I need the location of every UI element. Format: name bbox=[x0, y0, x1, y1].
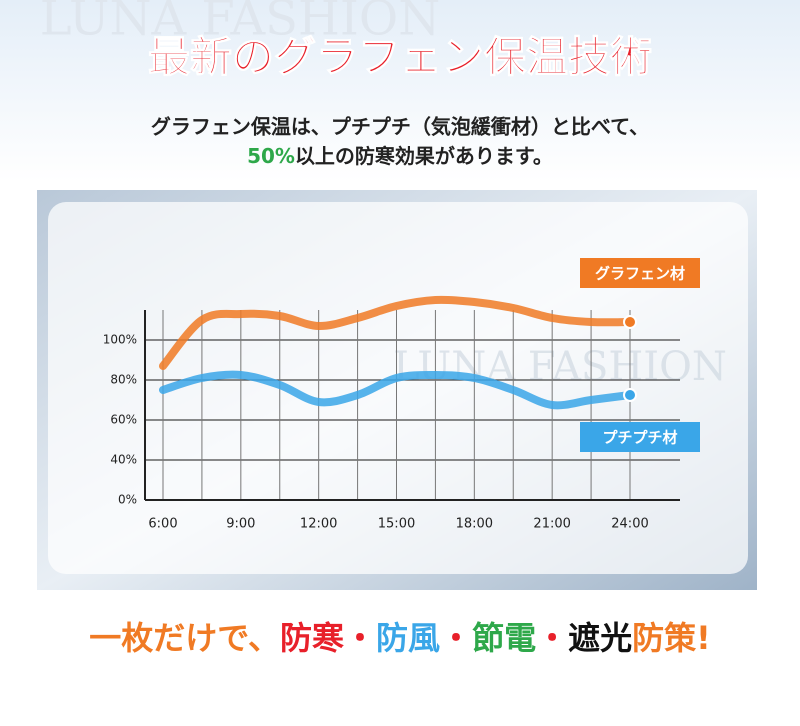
series-line bbox=[159, 295, 634, 370]
tagline-part: 防寒 bbox=[280, 619, 344, 657]
title: 最新のグラフェン保温技術 bbox=[148, 33, 652, 82]
legend-box bbox=[580, 422, 700, 452]
x-tick-label: 6:00 bbox=[148, 517, 177, 532]
highlight: 50% bbox=[247, 144, 295, 168]
subtitle: 50%以上の防寒効果があります。 bbox=[247, 144, 553, 168]
legend-label: プチプチ材 bbox=[602, 429, 677, 447]
x-tick-label: 24:00 bbox=[611, 517, 648, 532]
end-dot bbox=[623, 388, 637, 402]
y-tick-label: 100% bbox=[103, 333, 137, 347]
x-tick-label: 12:00 bbox=[300, 517, 337, 532]
tagline-part: ・ bbox=[536, 619, 568, 657]
chart-panel bbox=[48, 202, 748, 574]
legend-label: グラフェン材 bbox=[595, 265, 685, 283]
tagline-part: ・ bbox=[344, 619, 376, 657]
series-line bbox=[159, 370, 634, 410]
tagline-part: ・ bbox=[440, 619, 472, 657]
legend-box bbox=[580, 258, 700, 288]
y-tick-label: 0% bbox=[118, 493, 137, 507]
subtitle: グラフェン保温は、プチプチ（気泡緩衝材）と比べて、 bbox=[151, 115, 649, 139]
tagline: 一枚だけで、防寒・防風・節電・遮光防策! bbox=[89, 619, 710, 657]
subtitle-rest: 以上の防寒効果があります。 bbox=[295, 144, 553, 168]
x-tick-label: 21:00 bbox=[533, 517, 570, 532]
x-tick-label: 15:00 bbox=[378, 517, 415, 532]
x-tick-label: 9:00 bbox=[226, 517, 255, 532]
tagline-part: 防策! bbox=[632, 619, 711, 657]
tagline-part: 遮光 bbox=[568, 619, 632, 657]
y-tick-label: 40% bbox=[110, 453, 137, 467]
watermark: LUNA FASHION bbox=[393, 344, 727, 390]
tagline-part: 防風 bbox=[376, 619, 440, 657]
x-tick-label: 18:00 bbox=[456, 517, 493, 532]
tagline-part: 節電 bbox=[472, 619, 536, 657]
y-tick-label: 80% bbox=[110, 373, 137, 387]
watermark: LUNA FASHION bbox=[40, 0, 440, 47]
y-tick-label: 60% bbox=[110, 413, 137, 427]
end-dot bbox=[623, 315, 637, 329]
tagline-part: 一枚だけで、 bbox=[89, 619, 280, 657]
